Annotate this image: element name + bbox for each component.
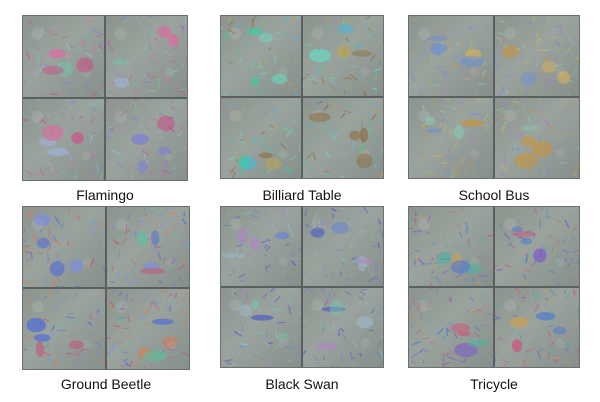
tricycle-texture [409,207,493,286]
flamingo-texture [106,99,187,180]
school-bus-texture [495,16,579,96]
ground-beetle-texture [23,289,105,368]
ground-beetle-texture [23,207,105,287]
black-swan-image-grid [220,206,384,368]
school-bus-texture [495,98,579,178]
school-bus-image-grid [408,15,580,179]
school-bus-visualization-image [495,98,579,178]
ground-beetle-visualization-image [107,207,189,287]
billiard-table-visualization-image [303,98,383,178]
black-swan-visualization-image [303,207,383,286]
tricycle-texture [495,207,579,286]
school-bus-visualization-image [409,98,493,178]
caption-black-swan: Black Swan [265,376,339,392]
tricycle-visualization-image [409,288,493,367]
school-bus-visualization-image [409,16,493,96]
flamingo-image-grid [22,15,188,181]
billiard-table-texture [221,16,301,96]
flamingo-visualization-image [106,16,187,97]
billiard-table-visualization-image [303,16,383,96]
ground-beetle-image-grid [22,206,190,370]
panel-flamingo: Flamingo [22,15,188,203]
flamingo-texture [23,99,104,180]
caption-ground-beetle: Ground Beetle [60,376,152,392]
caption-school-bus: School Bus [458,187,530,203]
black-swan-visualization-image [221,288,301,367]
tricycle-texture [495,288,579,367]
ground-beetle-visualization-image [23,289,105,369]
panel-ground-beetle: Ground Beetle [22,206,190,396]
black-swan-visualization-image [303,288,383,367]
black-swan-texture [303,207,383,286]
tricycle-texture [409,288,493,367]
school-bus-texture [410,18,492,96]
billiard-table-image-grid [220,15,384,179]
tricycle-visualization-image [495,288,579,367]
black-swan-texture [303,288,383,367]
school-bus-visualization-image [495,16,579,96]
panel-black-swan: Black Swan [220,206,384,396]
caption-billiard-table: Billiard Table [262,187,342,203]
ground-beetle-visualization-image [23,207,105,287]
billiard-table-visualization-image [221,98,301,178]
billiard-table-texture [221,98,301,178]
tricycle-visualization-image [409,207,493,286]
tricycle-image-grid [408,206,580,368]
panel-billiard-table: Billiard Table [220,15,384,203]
caption-tricycle: Tricycle [470,376,518,392]
ground-beetle-visualization-image [107,289,189,369]
school-bus-texture [409,98,493,178]
ground-beetle-texture [107,207,189,287]
flamingo-visualization-image [23,16,104,97]
flamingo-visualization-image [106,99,187,180]
black-swan-texture [221,207,301,286]
black-swan-visualization-image [221,207,301,286]
flamingo-texture [23,16,104,97]
panel-school-bus: School Bus [408,15,580,203]
billiard-table-texture [303,98,383,178]
billiard-table-visualization-image [221,16,301,96]
flamingo-visualization-image [23,99,104,180]
flamingo-texture [106,16,187,97]
panel-tricycle: Tricycle [408,206,580,396]
ground-beetle-texture [107,289,189,369]
tricycle-visualization-image [495,207,579,286]
caption-flamingo: Flamingo [76,187,134,203]
billiard-table-texture [303,16,383,96]
black-swan-texture [221,288,301,367]
